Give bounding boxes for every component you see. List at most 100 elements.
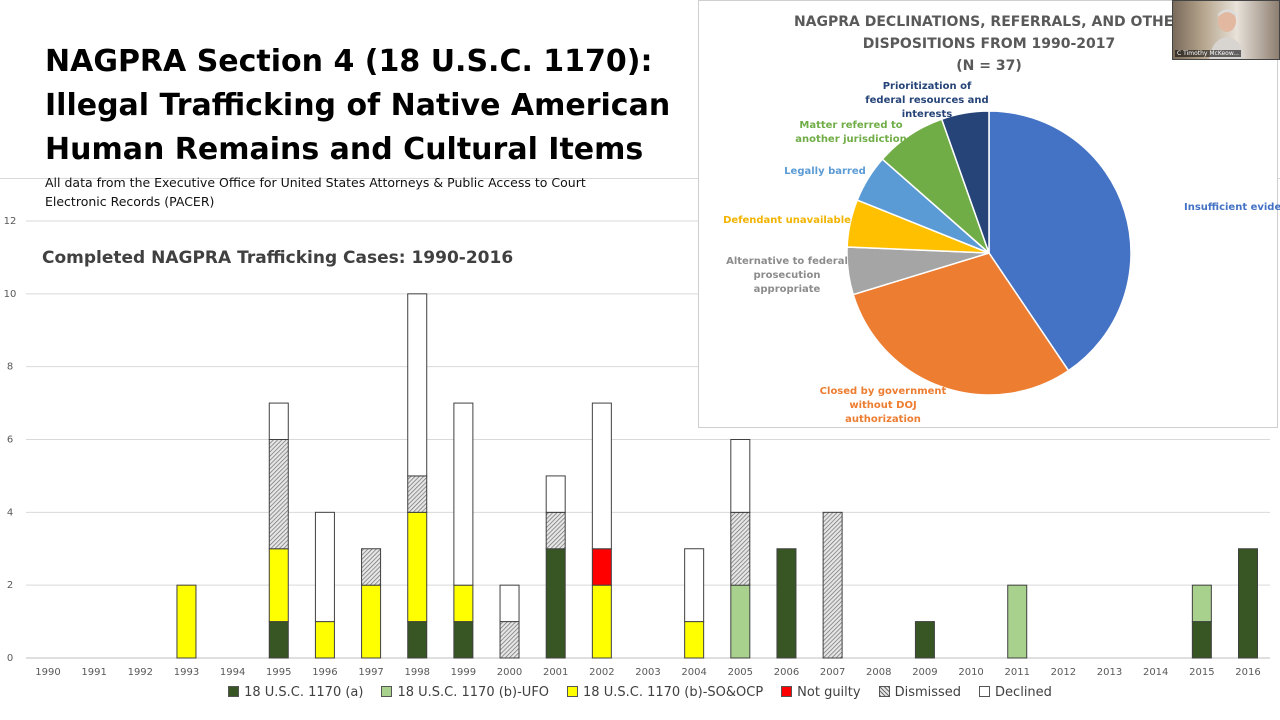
bar-segment-1999-usc_a (453, 621, 474, 659)
bar-segment-2000-declined (499, 584, 520, 623)
bar-segment-1995-declined (268, 402, 289, 441)
x-tick-label: 2016 (1235, 667, 1260, 678)
x-tick-label: 2002 (589, 667, 614, 678)
bar-chart-legend: 18 U.S.C. 1170 (a) 18 U.S.C. 1170 (b)-UFO… (0, 685, 1280, 700)
bar-segment-1998-declined (407, 293, 428, 477)
bar-segment-1998-usc_b_so (407, 511, 428, 623)
bar-segment-2011-usc_b_ufo (1007, 584, 1028, 659)
x-tick-label: 2003 (635, 667, 660, 678)
bar-segment-1999-usc_b_so (453, 584, 474, 623)
x-tick-label: 1994 (220, 667, 245, 678)
bar-segment-2004-usc_b_so (684, 621, 705, 659)
x-tick-label: 2013 (1097, 667, 1122, 678)
legend-item-not_guilty: Not guilty (781, 685, 861, 700)
x-tick-label: 2000 (497, 667, 522, 678)
x-tick-label: 2008 (866, 667, 891, 678)
pie-title-line-1: NAGPRA DECLINATIONS, REFERRALS, AND OTHE… (793, 14, 1185, 30)
legend-item-usc_a: 18 U.S.C. 1170 (a) (228, 685, 363, 700)
bar-segment-2001-usc_a (545, 548, 566, 659)
x-tick-label: 2015 (1189, 667, 1214, 678)
pie-slice-label-0: Insufficient evidence (1184, 202, 1280, 213)
webcam-name-label: C Timothy McKeow... (1175, 50, 1241, 57)
legend-label: 18 U.S.C. 1170 (a) (244, 685, 364, 700)
source-note: All data from the Executive Office for U… (45, 173, 645, 211)
x-tick-label: 1995 (266, 667, 291, 678)
x-tick-label: 2009 (912, 667, 937, 678)
bar-segment-2001-declined (545, 475, 566, 513)
legend-swatch (567, 686, 579, 697)
x-tick-label: 2012 (1051, 667, 1076, 678)
pie-slice-label-1: Closed by government without DOJ authoriza… (819, 386, 947, 425)
y-tick-label: 4 (7, 507, 13, 518)
y-tick-label: 12 (4, 216, 17, 227)
slide-title-line-3: Human Remains and Cultural Items (45, 132, 644, 167)
x-tick-label: 2005 (728, 667, 753, 678)
y-tick-label: 0 (7, 653, 13, 664)
legend-swatch (781, 686, 793, 697)
bar-chart-frame (0, 178, 1280, 711)
pie-chart (846, 110, 1132, 396)
legend-swatch (878, 686, 890, 697)
x-tick-label: 1999 (451, 667, 476, 678)
y-tick-label: 10 (4, 289, 17, 300)
bar-segment-1998-usc_a (407, 621, 428, 659)
pie-chart-title: NAGPRA DECLINATIONS, REFERRALS, AND OTHE… (699, 11, 1279, 77)
bar-segment-2009-usc_a (914, 621, 935, 659)
x-tick-label: 1992 (128, 667, 153, 678)
bar-segment-2000-dismissed (499, 621, 520, 659)
bar-segment-1997-dismissed (361, 548, 382, 586)
pie-slice-0 (988, 110, 1132, 372)
x-tick-label: 1991 (81, 667, 106, 678)
bar-segment-1998-dismissed (407, 475, 428, 513)
pie-slice-label-6: Prioritization of federal resources and in… (865, 81, 989, 120)
bar-segment-1993-usc_b_so (176, 584, 197, 659)
pie-slice-6 (940, 110, 990, 254)
pie-slice-label-5: Matter referred to another jurisdiction (795, 120, 907, 145)
legend-item-declined: Declined (979, 685, 1052, 700)
x-tick-label: 2010 (958, 667, 983, 678)
source-line-1: All data from the Executive Office for U… (45, 175, 586, 190)
bar-segment-1996-declined (314, 511, 335, 623)
legend-swatch (381, 686, 393, 697)
legend-label: 18 U.S.C. 1170 (b)-UFO (397, 685, 550, 700)
bar-segment-1997-usc_b_so (361, 584, 382, 659)
legend-item-dismissed: Dismissed (878, 685, 962, 700)
bar-segment-2005-usc_b_ufo (730, 584, 751, 659)
pie-slice-1 (852, 252, 1070, 396)
legend-swatch (979, 686, 991, 697)
legend-swatch (228, 686, 240, 697)
x-tick-label: 1997 (358, 667, 383, 678)
legend-item-usc_b_so: 18 U.S.C. 1170 (b)-SO&OCP (567, 685, 763, 700)
legend-label: Not guilty (797, 685, 861, 700)
pie-slice-label-3: Defendant unavailable (723, 215, 851, 226)
pie-chart-panel: NAGPRA DECLINATIONS, REFERRALS, AND OTHE… (698, 0, 1280, 428)
legend-label: Dismissed (894, 685, 962, 700)
pie-title-line-2: DISPOSITIONS FROM 1990-2017 (862, 36, 1116, 52)
bar-segment-1999-declined (453, 402, 474, 586)
bar-segment-2007-dismissed (822, 511, 843, 659)
pie-slice-label-4: Legally barred (784, 166, 866, 177)
x-tick-label: 1993 (174, 667, 199, 678)
pie-slice-label-2: Alternative to federal prosecution appropr… (726, 256, 848, 295)
x-tick-label: 2014 (1143, 667, 1168, 678)
bar-segment-1995-usc_a (268, 621, 289, 659)
slide-title: NAGPRA Section 4 (18 U.S.C. 1170): Illeg… (45, 40, 685, 172)
slide-title-line-2: Illegal Trafficking of Native American (45, 88, 671, 123)
legend-item-usc_b_ufo: 18 U.S.C. 1170 (b)-UFO (381, 685, 549, 700)
bar-segment-2004-declined (684, 548, 705, 623)
bar-segment-2002-declined (591, 402, 612, 550)
source-line-2: Electronic Records (PACER) (45, 194, 215, 209)
bar-segment-2002-usc_b_so (591, 584, 612, 659)
bar-segment-2001-dismissed (545, 511, 566, 550)
y-tick-label: 8 (7, 362, 13, 373)
pie-title-n: (N = 37) (956, 58, 1022, 74)
bar-segment-2002-not_guilty (591, 548, 612, 586)
y-tick-label: 2 (7, 580, 13, 591)
bar-segment-2015-usc_a (1191, 621, 1212, 659)
x-tick-label: 1996 (312, 667, 337, 678)
bar-chart-title: Completed NAGPRA Trafficking Cases: 1990… (42, 248, 514, 268)
legend-label: 18 U.S.C. 1170 (b)-SO&OCP (583, 685, 764, 700)
bar-segment-2015-usc_b_ufo (1191, 584, 1212, 623)
bar-segment-1995-dismissed (268, 439, 289, 550)
